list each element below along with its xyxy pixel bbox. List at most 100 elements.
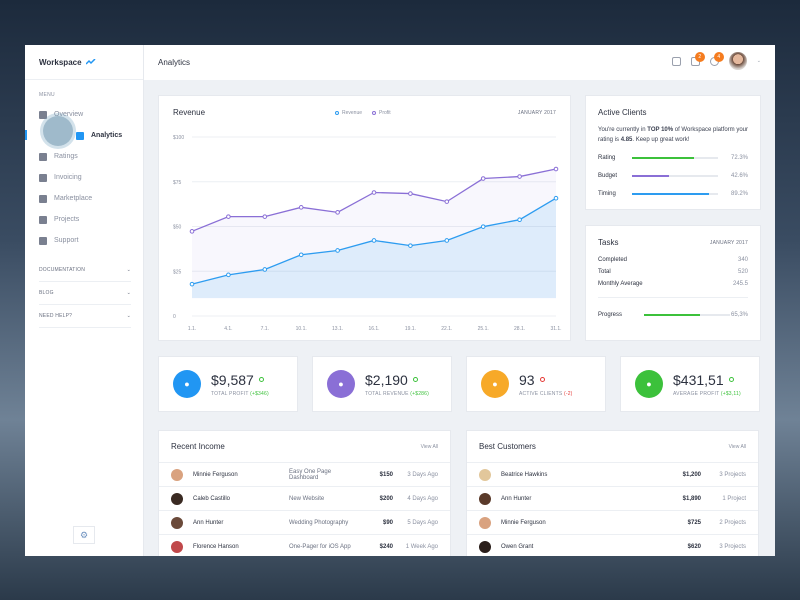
sidebar-section[interactable]: BLOG ⌄ [39,282,131,305]
list-item[interactable]: Owen Grant $620 3 Projects [467,535,758,556]
sidebar-item-overview[interactable]: Overview [25,104,143,125]
stat-value: 93 [519,371,535,388]
revenue-card: Revenue Revenue Profit JANUARY 2017 0 $25… [158,95,571,341]
trend-up-icon [412,377,418,382]
data-point-profit[interactable] [553,166,559,172]
avatar [171,516,183,529]
revenue-chart: 0 $25 $50 $75 $100 1.1. 4.1. 7.1. 10.1. 13.1. 16.1… [173,135,562,332]
list-item[interactable]: Beatrice Hawkins $1,200 3 Projects [467,463,758,487]
briefcase-icon[interactable] [671,56,681,66]
clients-summary: You're currently in TOP 10% of Workspace… [598,127,749,143]
data-point-profit[interactable] [226,214,231,219]
app-window: Workspace MENU Overview Analytics Ratings I… [25,45,775,556]
sidebar-item-label: Analytics [91,132,123,139]
y-tick-label: $50 [173,225,182,231]
data-point-profit[interactable] [480,176,486,181]
list-item[interactable]: Florence Hanson One-Pager for iOS App $240… [159,535,450,556]
inbox-icon[interactable]: 2 [690,51,705,66]
signal-icon: ● [173,370,201,398]
data-point-revenue[interactable] [371,238,377,243]
sidebar-item-analytics[interactable]: Analytics [25,115,143,146]
sidebar-section[interactable]: DOCUMENTATION ⌄ [39,259,131,282]
card-title: Revenue [173,108,206,117]
avatar [171,492,183,505]
menu-heading: MENU [39,92,55,98]
view-all-link[interactable]: View All [420,443,438,450]
data-point-revenue[interactable] [298,252,304,258]
stat-label: TOTAL PROFIT [211,390,249,397]
list-item[interactable]: Minnie Ferguson $725 2 Projects [467,511,758,535]
date-label: JANUARY 2017 [517,110,556,116]
stat-delta: (+$286) [410,390,430,397]
stat-delta: (-2) [563,390,573,397]
sidebar-item-invoicing[interactable]: Invoicing [25,167,143,188]
card-title: Tasks [598,238,619,247]
click-ripple [43,115,73,146]
section-label: NEED HELP? [39,313,73,319]
data-point-revenue[interactable] [444,238,450,243]
stat-value: $431,51 [673,371,724,388]
page-title: Analytics [158,58,191,67]
chevron-down-icon[interactable]: ⌄ [756,58,761,64]
list-item[interactable]: Ann Hunter $1,890 1 Project [467,487,758,511]
y-tick-label: 0 [173,314,176,320]
avatar [171,468,183,481]
sidebar-section[interactable]: NEED HELP? ⌄ [39,305,131,328]
data-point-profit[interactable] [262,214,268,219]
stat-card: ● $9,587 TOTAL PROFIT (+$346) [158,356,298,412]
data-point-profit[interactable] [335,210,340,215]
data-point-revenue[interactable] [480,224,486,229]
list-item[interactable]: Caleb Castillo New Website $200 4 Days Ago [159,487,450,511]
settings-button[interactable]: ⚙ [73,526,95,544]
sidebar-item-label: Invoicing [54,174,82,181]
briefcase-icon [39,194,47,203]
bell-icon[interactable]: 4 [709,51,724,66]
view-all-link[interactable]: View All [728,443,746,450]
logo[interactable]: Workspace [25,45,143,80]
data-point-revenue[interactable] [517,217,522,222]
trend-down-icon [539,377,545,382]
metric-row: Timing 89.2% [598,191,748,197]
x-tick-label: 7.1. [261,326,269,332]
task-row: Completed 340 [598,257,748,263]
metric-row: Rating 72.3% [598,155,748,161]
section-label: DOCUMENTATION [39,267,86,273]
y-tick-label: $25 [173,269,182,275]
sidebar-item-ratings[interactable]: Ratings [25,146,143,167]
stat-delta: (+$346) [250,390,269,397]
metric-row: Budget 42.6% [598,173,748,179]
sidebar-item-projects[interactable]: Projects [25,209,143,230]
chevron-down-icon: ⌄ [126,267,131,273]
stat-card: ● $431,51 AVERAGE PROFIT (+$3,11) [620,356,760,412]
list-item[interactable]: Minnie Ferguson Easy One Page Dashboard $1… [159,463,450,487]
star-icon [39,152,47,161]
sidebar-item-label: Projects [54,216,80,223]
x-tick-label: 31.1. [550,326,561,332]
data-point-revenue[interactable] [226,272,231,278]
sidebar-item-marketplace[interactable]: Marketplace [25,188,143,209]
sidebar-item-support[interactable]: Support [25,230,143,251]
data-point-profit[interactable] [444,199,450,204]
data-point-revenue[interactable] [408,243,413,248]
data-point-revenue[interactable] [553,195,559,201]
card-title: Recent Income [171,442,225,451]
data-point-profit[interactable] [371,190,377,195]
app-name: Workspace [39,57,82,67]
stat-value: $9,587 [211,371,254,388]
sidebar-item-label: Overview [54,111,84,118]
data-point-profit[interactable] [517,174,522,179]
x-tick-label: 13.1. [332,326,343,332]
legend-profit[interactable]: Profit [372,110,391,116]
progress-bar [632,175,718,177]
user-icon: ● [481,370,509,398]
data-point-profit[interactable] [408,191,413,196]
data-point-revenue[interactable] [262,267,268,272]
legend-revenue[interactable]: Revenue [335,110,362,116]
data-point-profit[interactable] [298,205,304,210]
avatar[interactable] [728,52,747,70]
data-point-revenue[interactable] [189,281,195,287]
data-point-revenue[interactable] [335,248,340,253]
data-point-profit[interactable] [189,229,195,234]
avatar [479,492,491,505]
list-item[interactable]: Ann Hunter Wedding Photography $90 5 Days A… [159,511,450,535]
